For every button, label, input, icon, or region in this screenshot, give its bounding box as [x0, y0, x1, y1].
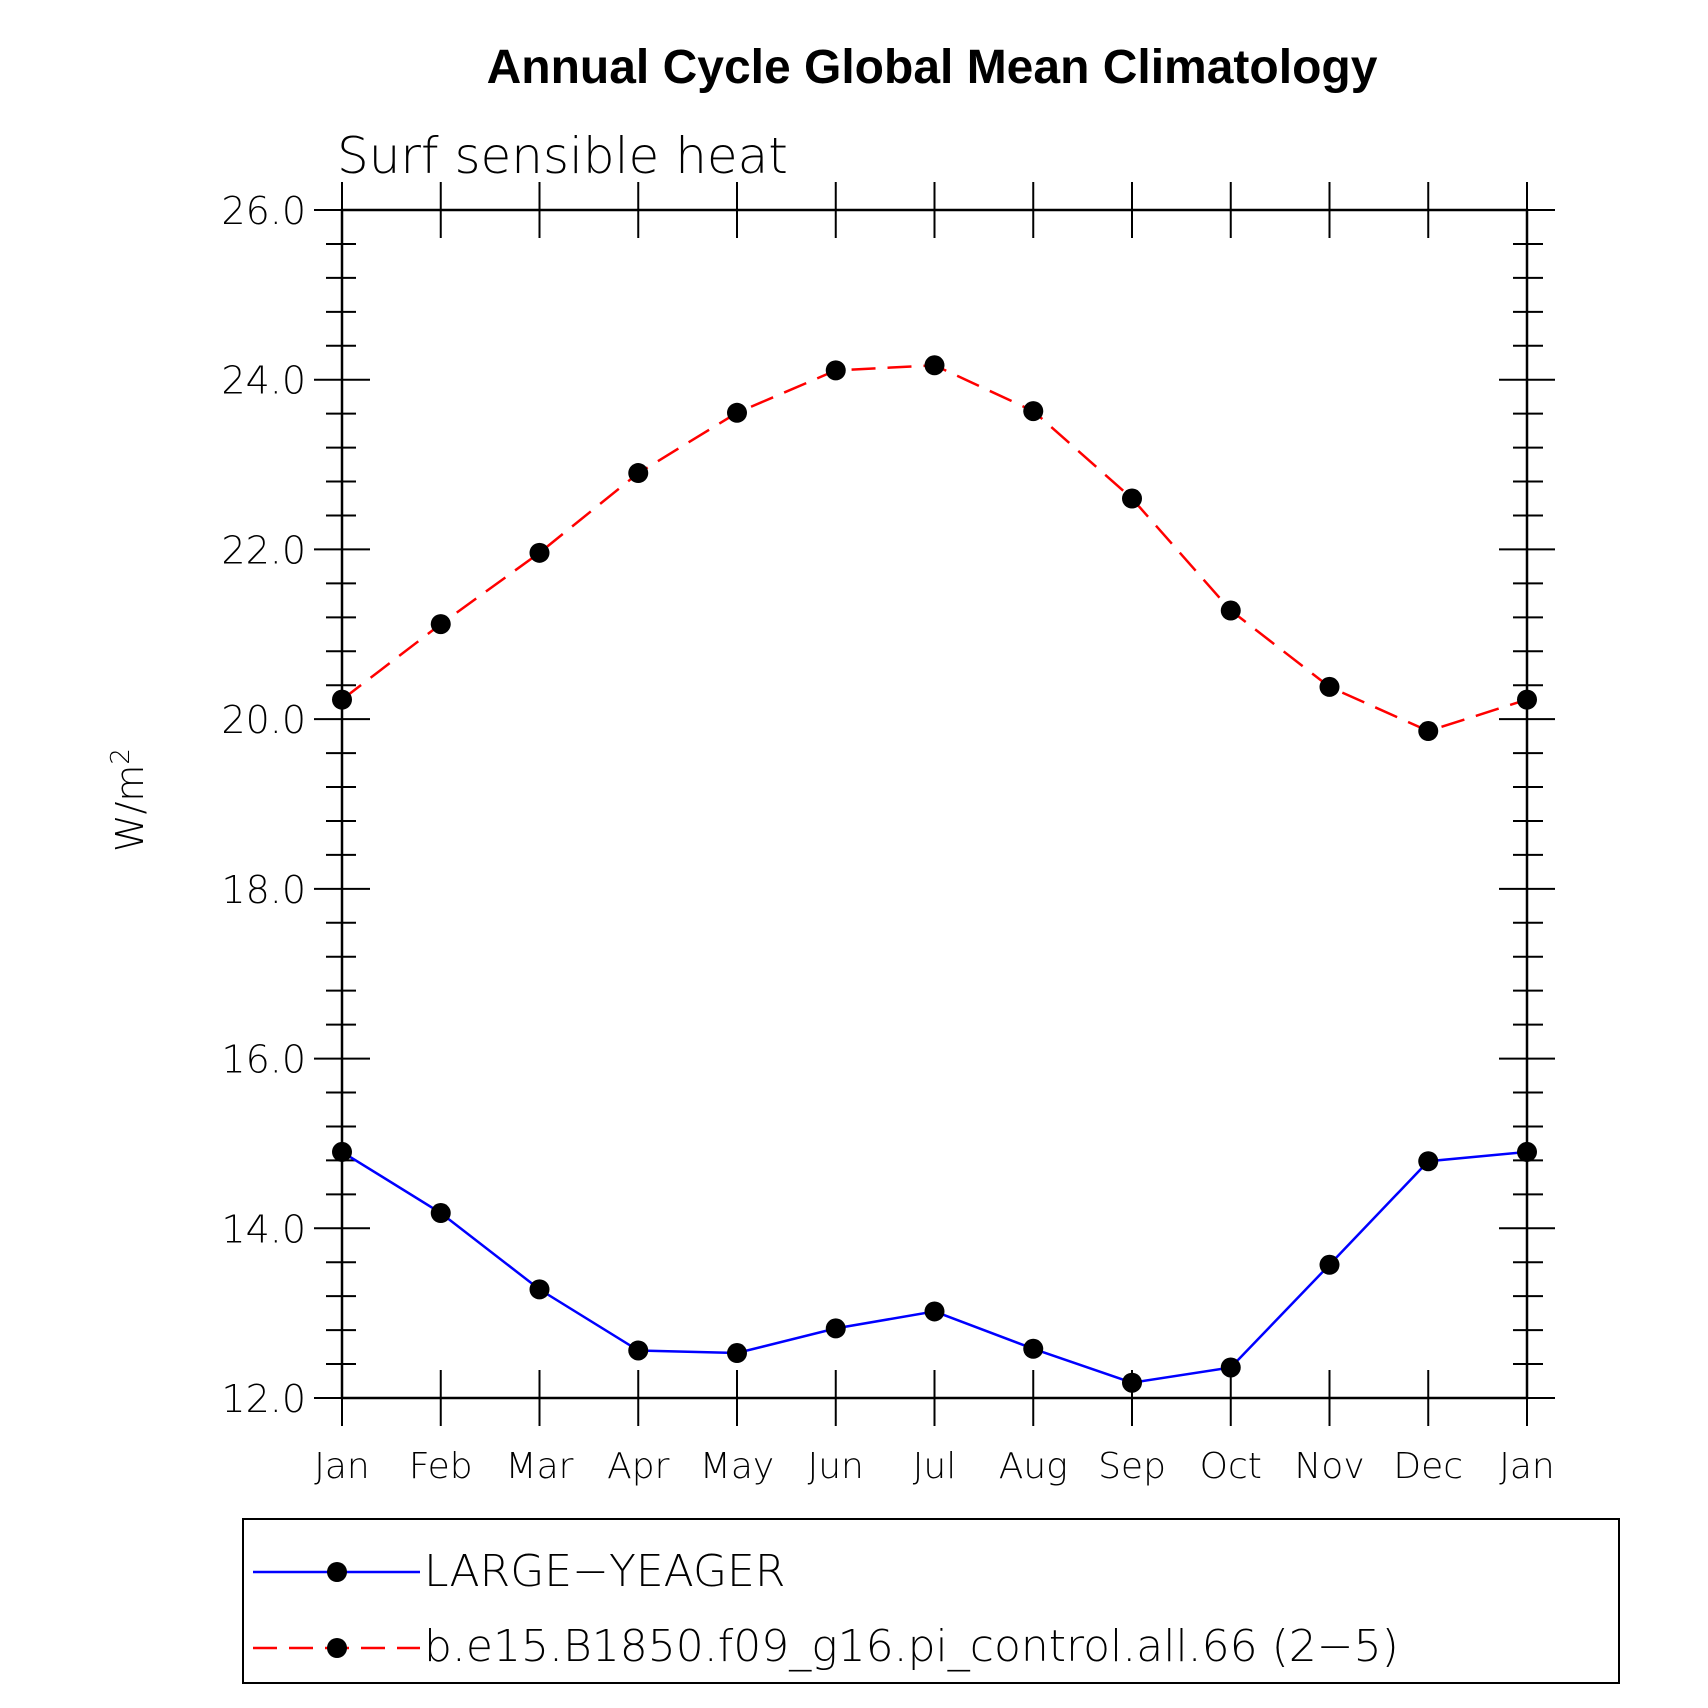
series-1-point: [529, 1279, 550, 1300]
x-tick-label: Nov: [1294, 1446, 1364, 1487]
series-1-point: [1122, 1372, 1142, 1393]
x-tick-label: Oct: [1200, 1446, 1262, 1487]
x-axis: Jan Feb Mar Apr May Jun Jul Aug Sep Oct Nov Dec Jan: [314, 182, 1555, 1487]
series-2-point: [1122, 488, 1142, 509]
series-1-point: [1220, 1357, 1241, 1378]
chart-title: Annual Cycle Global Mean Climatology: [487, 41, 1378, 94]
series-2-point: [430, 614, 451, 635]
series-2-point: [1418, 721, 1439, 742]
series-2-point: [1220, 600, 1241, 621]
x-tick-label: Apr: [607, 1446, 669, 1487]
series-1-point: [924, 1301, 945, 1322]
y-tick-label: 18.0: [221, 868, 306, 912]
y-axis-label: W/m2: [106, 748, 152, 852]
chart-subtitle: Surf sensible heat: [337, 127, 788, 185]
series-2-point: [332, 689, 352, 710]
series-1-point: [628, 1340, 649, 1361]
x-tick-label: Jan: [1499, 1446, 1555, 1487]
plot-border: [340, 208, 1529, 1400]
series-2-point: [825, 360, 846, 381]
x-tick-label: Mar: [506, 1446, 574, 1487]
y-tick-label: 26.0: [221, 189, 306, 233]
x-tick-label: May: [700, 1446, 774, 1487]
series-layer: [332, 355, 1537, 1393]
series-1-point: [825, 1318, 846, 1339]
y-tick-label: 24.0: [221, 359, 306, 403]
series-1-point: [332, 1141, 352, 1162]
series-2-point: [529, 542, 550, 563]
x-tick-label: Jan: [314, 1446, 370, 1487]
series-line-2: [341, 364, 1528, 733]
series-1-point: [1517, 1141, 1537, 1162]
y-tick-label: 20.0: [221, 698, 306, 742]
series-2-point: [628, 463, 649, 484]
series-1-point: [1023, 1338, 1044, 1359]
x-tick-label: Feb: [409, 1446, 473, 1487]
legend: LARGE−YEAGER b.e15.B1850.f09_g16.pi_cont…: [242, 1518, 1620, 1684]
plot-frame: [340, 208, 1529, 1400]
series-1-point: [1319, 1254, 1340, 1275]
legend-label-series-1: LARGE−YEAGER: [424, 1546, 785, 1597]
series-1-point: [727, 1343, 747, 1364]
y-tick-label: 14.0: [221, 1207, 306, 1251]
legend-box: [242, 1518, 1620, 1684]
series-2-point: [1023, 401, 1044, 422]
x-tick-label: Sep: [1098, 1446, 1166, 1487]
series-2-point: [924, 355, 945, 376]
x-tick-label: Jun: [808, 1446, 864, 1487]
x-tick-label: Jul: [913, 1446, 956, 1487]
series-line-1: [341, 1150, 1528, 1384]
y-tick-label: 12.0: [221, 1377, 306, 1421]
legend-marker-2: [327, 1638, 347, 1658]
series-2-point: [727, 402, 747, 423]
legend-label-series-2: b.e15.B1850.f09_g16.pi_control.all.66 (2…: [424, 1621, 1399, 1672]
series-2-point: [1517, 689, 1537, 710]
y-tick-label: 22.0: [221, 528, 306, 572]
legend-marker-1: [327, 1562, 347, 1582]
series-2-point: [1319, 676, 1340, 697]
x-tick-label: Aug: [999, 1446, 1068, 1487]
y-tick-label: 16.0: [221, 1038, 306, 1082]
y-axis: 12.0 14.0 16.0 18.0 20.0 22.0 24.0 26.0: [221, 189, 1555, 1421]
x-tick-label: Dec: [1393, 1446, 1463, 1487]
series-1-point: [1418, 1151, 1439, 1172]
series-1-point: [430, 1203, 451, 1224]
